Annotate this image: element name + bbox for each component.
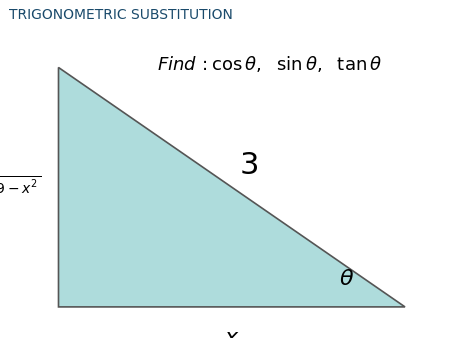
Text: $\mathit{Find}\,:\cos\theta,\ \ \sin\theta,\ \ \tan\theta$: $\mathit{Find}\,:\cos\theta,\ \ \sin\the…: [158, 54, 382, 74]
Polygon shape: [58, 68, 405, 307]
Text: $\theta$: $\theta$: [339, 269, 354, 289]
Text: $\sqrt{9-x^2}$: $\sqrt{9-x^2}$: [0, 177, 41, 198]
Text: $x$: $x$: [224, 328, 240, 338]
Text: TRIGONOMETRIC SUBSTITUTION: TRIGONOMETRIC SUBSTITUTION: [9, 8, 233, 22]
Text: 3: 3: [240, 151, 260, 180]
